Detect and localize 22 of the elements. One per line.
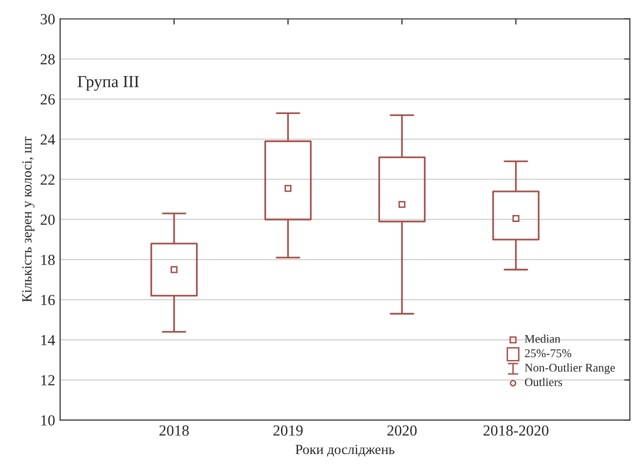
x-tick-label: 2018-2020	[483, 425, 548, 436]
annotation: 25%-75%	[524, 349, 572, 358]
y-tick-label: 14	[41, 335, 56, 346]
y-tick-label: 10	[41, 415, 55, 426]
y-tick-label: 18	[41, 254, 55, 266]
x-tick-label: 2019	[273, 425, 303, 436]
y-tick-label: 28	[40, 54, 55, 64]
y-tick-label: 16	[41, 294, 55, 306]
annotation: Non-Outlier Range	[524, 363, 615, 374]
text: Група III	[78, 76, 139, 91]
annotation: Outliers	[524, 378, 562, 386]
y-tick-label: 22	[40, 174, 54, 185]
y-tick-label: 26	[40, 94, 55, 105]
y-tick-label: 30	[40, 14, 55, 24]
x-tick-label: 2020	[387, 425, 417, 436]
x-axis-title: Роки досліджень	[296, 444, 394, 457]
annotation: Median	[524, 334, 560, 343]
x-tick-label: 2018	[159, 425, 189, 436]
y-axis-title: Кількість зерен у колосі, шт	[22, 136, 34, 302]
y-tick-label: 12	[41, 375, 54, 386]
y-tick-label: 20	[40, 214, 55, 225]
y-tick-label: 24	[40, 134, 56, 145]
